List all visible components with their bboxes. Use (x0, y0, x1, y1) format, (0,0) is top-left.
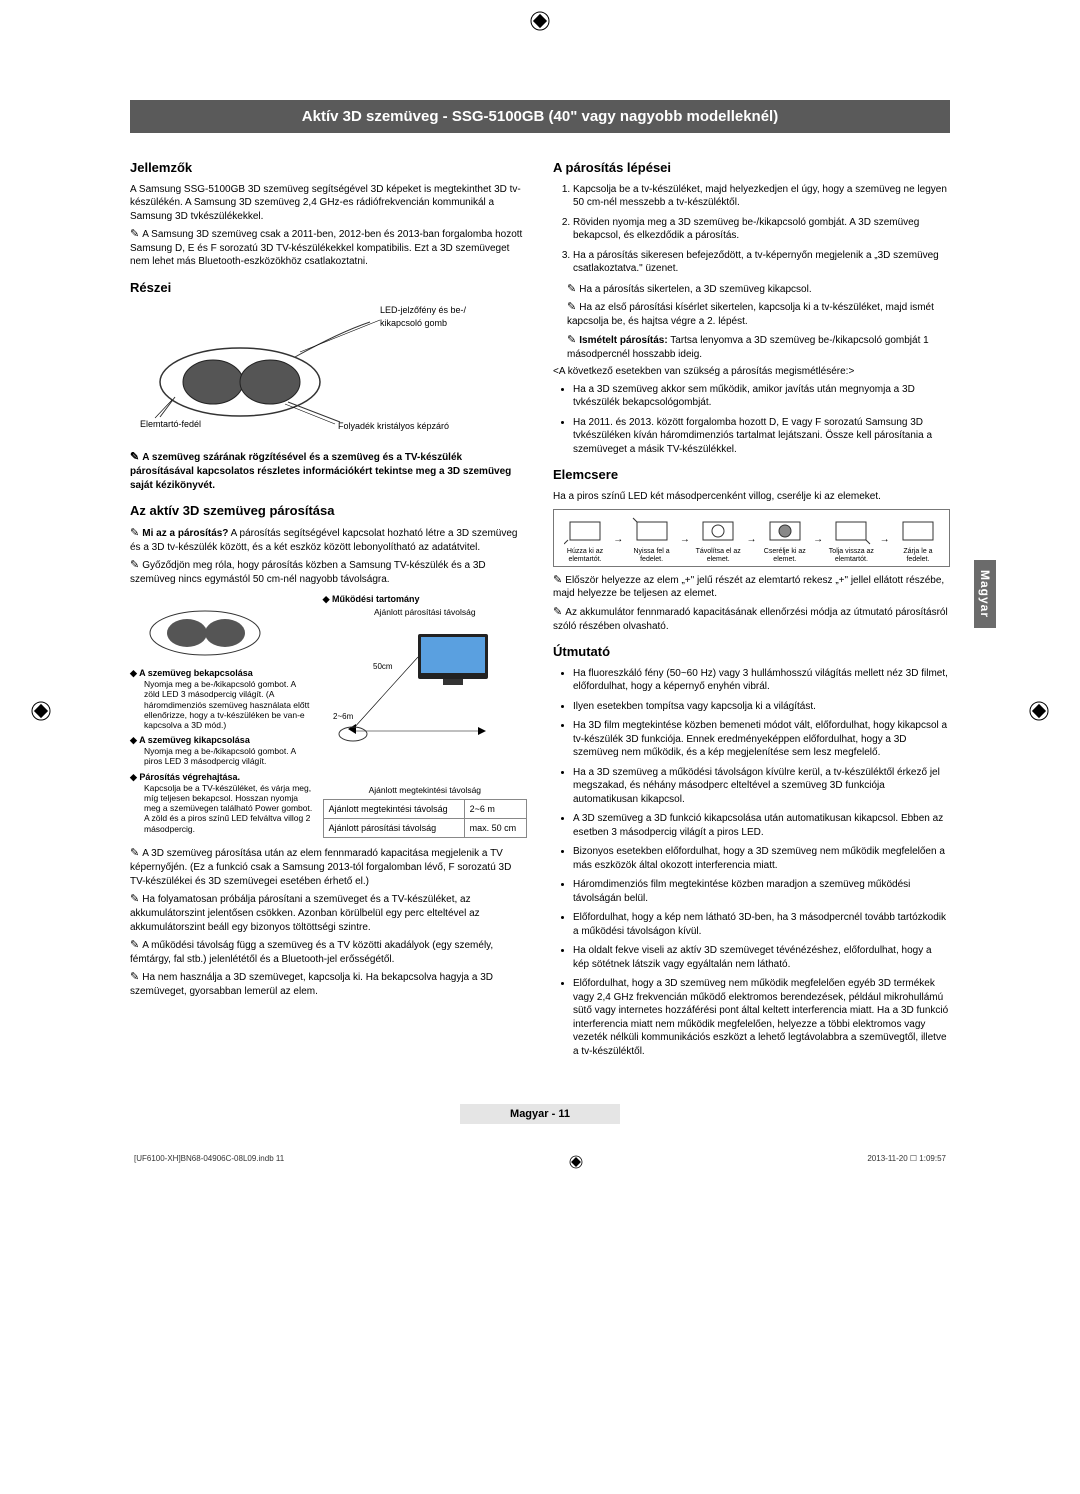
diamond-off-head: A szemüveg kikapcsolása (130, 734, 313, 746)
step-note-2: Ha az első párosítási kísérlet sikertele… (567, 300, 950, 328)
left-column: Jellemzők A Samsung SSG-5100GB 3D szemüv… (130, 149, 527, 1064)
case-1: Ha a 3D szemüveg akkor sem működik, amik… (573, 383, 950, 410)
guide-list: Ha fluoreszkáló fény (50~60 Hz) vagy 3 h… (573, 667, 950, 1059)
guide-item: Ilyen esetekben tompítsa vagy kapcsolja … (573, 700, 950, 714)
svg-text:50cm: 50cm (373, 662, 393, 671)
steps-list: Kapcsolja be a tv-készüléket, majd helye… (573, 183, 950, 276)
range-title: Működési tartomány (323, 593, 527, 605)
heading-battery: Elemcsere (553, 466, 950, 484)
battery-diagram: Húzza ki az elemtartót. → Nyissa fel a f… (553, 509, 950, 566)
guide-item: Ha 3D film megtekintése közben bemeneti … (573, 719, 950, 760)
guide-item: Ha a 3D szemüveg a működési távolságon k… (573, 766, 950, 807)
guide-item: Ha oldalt fekve viseli az aktív 3D szemü… (573, 944, 950, 971)
features-text: A Samsung SSG-5100GB 3D szemüveg segítsé… (130, 183, 527, 224)
registration-mark-right (1028, 700, 1050, 727)
page-number: Magyar - 11 (460, 1104, 620, 1124)
left-note-c: A működési távolság függ a szemüveg és a… (130, 938, 527, 966)
heading-features: Jellemzők (130, 159, 527, 177)
registration-mark-left (30, 700, 52, 727)
range-top-label: Ajánlott párosítási távolság (323, 607, 527, 617)
left-note-a: A 3D szemüveg párosítása után az elem fe… (130, 846, 527, 888)
label-led: LED-jelzőfény és be-/ kikapcsoló gomb (380, 304, 510, 328)
step-3: Ha a párosítás sikeresen befejeződött, a… (573, 249, 950, 276)
label-lens: Folyadék kristályos képzáró (338, 420, 449, 432)
page-title-bar: Aktív 3D szemüveg - SSG-5100GB (40" vagy… (130, 100, 950, 133)
guide-item: Háromdimenziós film megtekintése közben … (573, 878, 950, 905)
diamond-off-body: Nyomja meg a be-/kikapcsoló gombot. A pi… (144, 746, 313, 766)
case-2: Ha 2011. és 2013. között forgalomba hozo… (573, 416, 950, 457)
glasses-small-illustration (130, 593, 280, 663)
language-tab: Magyar (974, 560, 996, 628)
parts-note: A szemüveg szárának rögzítésével és a sz… (130, 450, 527, 492)
guide-item: Előfordulhat, hogy a 3D szemüveg nem műk… (573, 977, 950, 1058)
guide-item: Előfordulhat, hogy a kép nem látható 3D-… (573, 911, 950, 938)
left-note-d: Ha nem használja a 3D szemüveget, kapcso… (130, 970, 527, 998)
features-note: A Samsung 3D szemüveg csak a 2011-ben, 2… (130, 227, 527, 269)
battery-note-2: Az akkumulátor fennmaradó kapacitásának … (553, 605, 950, 633)
step-1: Kapcsolja be a tv-készüléket, majd helye… (573, 183, 950, 210)
range-table: Ajánlott megtekintési távolság2~6 m Aján… (323, 799, 527, 838)
diamond-on-body: Nyomja meg a be-/kikapcsoló gombot. A zö… (144, 679, 313, 730)
step-2: Röviden nyomja meg a 3D szemüveg be-/kik… (573, 216, 950, 243)
footer-filename: [UF6100-XH]BN68-04906C-08L09.indb 11 (134, 1154, 284, 1170)
svg-text:2~6m: 2~6m (333, 712, 354, 721)
document-footer: [UF6100-XH]BN68-04906C-08L09.indb 11 201… (130, 1154, 950, 1170)
diamond-pair-body: Kapcsolja be a TV-készüléket, és várja m… (144, 783, 313, 834)
range-bottom-label: Ajánlott megtekintési távolság (323, 785, 527, 795)
label-cover: Elemtartó-fedél (140, 418, 201, 430)
range-diagram: 50cm 2~6m (323, 619, 527, 779)
footer-timestamp: 2013-11-20 ☐ 1:09:57 (867, 1154, 946, 1170)
heading-guide: Útmutató (553, 643, 950, 661)
cases-list: Ha a 3D szemüveg akkor sem működik, amik… (573, 383, 950, 457)
guide-item: Ha fluoreszkáló fény (50~60 Hz) vagy 3 h… (573, 667, 950, 694)
diamond-on-head: A szemüveg bekapcsolása (130, 667, 313, 679)
heading-pairing: Az aktív 3D szemüveg párosítása (130, 502, 527, 520)
parts-diagram: LED-jelzőfény és be-/ kikapcsoló gomb El… (140, 302, 527, 442)
registration-mark-top (529, 10, 551, 37)
right-column: A párosítás lépései Kapcsolja be a tv-ké… (553, 149, 950, 1064)
battery-para: Ha a piros színű LED két másodpercenként… (553, 490, 950, 504)
cases-lead: <A következő esetekben van szükség a pár… (553, 365, 950, 379)
left-note-b: Ha folyamatosan próbálja párosítani a sz… (130, 892, 527, 934)
battery-note-1: Először helyezze az elem „+" jelű részét… (553, 573, 950, 601)
step-note-1: Ha a párosítás sikertelen, a 3D szemüveg… (567, 282, 950, 297)
pairing-note-1: Mi az a párosítás? A párosítás segítségé… (130, 526, 527, 554)
heading-parts: Részei (130, 279, 527, 297)
guide-item: A 3D szemüveg a 3D funkció kikapcsolása … (573, 812, 950, 839)
step-note-3: Ismételt párosítás: Tartsa lenyomva a 3D… (567, 333, 950, 361)
pairing-note-2: Győződjön meg róla, hogy párosítás közbe… (130, 558, 527, 586)
guide-item: Bizonyos esetekben előfordulhat, hogy a … (573, 845, 950, 872)
heading-steps: A párosítás lépései (553, 159, 950, 177)
diamond-pair-head: Párosítás végrehajtása. (130, 771, 313, 783)
